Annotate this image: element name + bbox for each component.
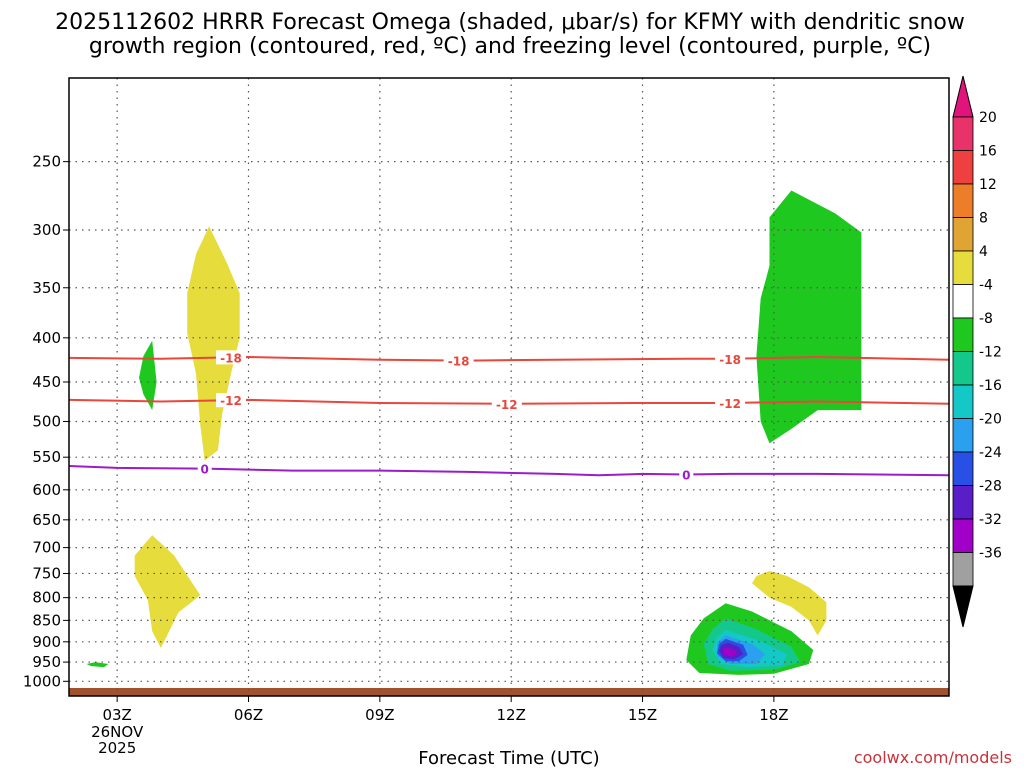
x-tick-sublabel-03Z-1: 2025 xyxy=(98,739,136,757)
y-tick-label-1000: 1000 xyxy=(23,672,61,690)
omega-shaded-region-1 xyxy=(134,535,201,648)
omega-shaded-region-4 xyxy=(86,662,109,668)
contour-label-0-0: 0 xyxy=(201,463,209,477)
y-tick-label-500: 500 xyxy=(32,412,61,430)
chart-title-line1: 2025112602 HRRR Forecast Omega (shaded, … xyxy=(55,10,965,35)
y-tick-label-350: 350 xyxy=(32,279,61,297)
surface-ground-band xyxy=(69,687,949,696)
x-tick-label-06Z: 06Z xyxy=(234,706,263,724)
omega-shaded-region-0 xyxy=(187,226,240,461)
contour-label-bg-0-1 xyxy=(679,467,694,482)
colorbar-segment-3 xyxy=(952,217,974,252)
colorbar-segment-9 xyxy=(952,418,974,453)
colorbar-level-label-12: -32 xyxy=(979,512,1002,528)
contour-label-0-1: 0 xyxy=(682,469,690,483)
colorbar-level-label-5: -4 xyxy=(979,278,993,294)
contour-label--18-1: -18 xyxy=(448,354,470,368)
contour-label--12-0: -12 xyxy=(220,394,242,408)
colorbar-segment-7 xyxy=(952,351,974,386)
chart-title-line2: growth region (contoured, red, ºC) and f… xyxy=(89,34,931,59)
y-tick-label-750: 750 xyxy=(32,564,61,582)
y-tick-label-650: 650 xyxy=(32,511,61,529)
y-tick-label-400: 400 xyxy=(32,329,61,347)
colorbar-segment-12 xyxy=(952,518,974,553)
colorbar-level-label-2: 12 xyxy=(979,177,997,193)
colorbar-level-label-10: -24 xyxy=(979,445,1002,461)
colorbar-segment-11 xyxy=(952,485,974,520)
credit-text: coolwx.com/models xyxy=(854,748,1012,767)
colorbar-level-label-6: -8 xyxy=(979,311,993,327)
x-tick-label-12Z: 12Z xyxy=(497,706,526,724)
colorbar-segment-0 xyxy=(952,116,974,151)
colorbar-segment-4 xyxy=(952,250,974,285)
colorbar-segment-2 xyxy=(952,183,974,218)
colorbar-level-label-8: -16 xyxy=(979,378,1002,394)
omega-shaded-region-3 xyxy=(139,340,157,411)
plot-frame xyxy=(68,77,950,697)
colorbar-segment-5 xyxy=(952,284,974,319)
omega-shaded-region-12 xyxy=(723,647,737,657)
y-tick-label-850: 850 xyxy=(32,611,61,629)
colorbar-level-label-9: -20 xyxy=(979,412,1002,428)
y-tick-label-550: 550 xyxy=(32,448,61,466)
colorbar-top-arrow xyxy=(952,75,974,118)
omega-shaded-region-5 xyxy=(756,190,862,444)
x-tick-sublabel-03Z-0: 26NOV xyxy=(91,723,144,741)
colorbar-segment-10 xyxy=(952,451,974,486)
y-tick-label-800: 800 xyxy=(32,589,61,607)
contour-label-bg--18-2 xyxy=(715,351,746,366)
y-tick-label-250: 250 xyxy=(32,153,61,171)
colorbar-level-label-1: 16 xyxy=(979,144,997,160)
contour-label--18-0: -18 xyxy=(220,351,242,365)
y-tick-label-300: 300 xyxy=(32,221,61,239)
contour-label--12-2: -12 xyxy=(719,397,741,411)
x-tick-label-18Z: 18Z xyxy=(759,706,788,724)
y-tick-label-900: 900 xyxy=(32,633,61,651)
contour-label-bg--12-1 xyxy=(491,396,522,411)
colorbar-level-label-3: 8 xyxy=(979,211,988,227)
colorbar-level-label-13: -36 xyxy=(979,546,1002,562)
colorbar: 20 16 12 8 4 -4 -8 -12 -16 -20 -24 -28 -32 -36 xyxy=(952,75,1002,628)
colorbar-bottom-arrow xyxy=(952,585,974,628)
colorbar-segment-8 xyxy=(952,384,974,419)
plot-inner: -18 -18 -18 -12 -12 -12 0 0 xyxy=(69,78,949,696)
colorbar-level-label-7: -12 xyxy=(979,345,1002,361)
colorbar-segment-1 xyxy=(952,150,974,185)
y-tick-label-700: 700 xyxy=(32,539,61,557)
x-tick-label-09Z: 09Z xyxy=(365,706,394,724)
contour-label-bg--18-0 xyxy=(215,350,246,365)
colorbar-level-label-0: 20 xyxy=(979,110,997,126)
colorbar-segment-13 xyxy=(952,552,974,587)
colorbar-level-label-4: 4 xyxy=(979,244,988,260)
contour-label--18-2: -18 xyxy=(719,353,741,367)
colorbar-level-label-11: -28 xyxy=(979,479,1002,495)
y-tick-label-950: 950 xyxy=(32,653,61,671)
contour-label-bg--18-1 xyxy=(443,353,474,368)
plot-area: -18 -18 -18 -12 -12 -12 0 0 250 300 350 400 450 500 55… xyxy=(23,77,950,757)
contour-line--18 xyxy=(69,355,949,362)
y-tick-label-450: 450 xyxy=(32,373,61,391)
y-tick-label-600: 600 xyxy=(32,481,61,499)
contour-label--12-1: -12 xyxy=(496,398,518,412)
contour-label-bg--12-0 xyxy=(215,393,246,408)
x-axis-label: Forecast Time (UTC) xyxy=(418,748,599,768)
omega-shaded-region-2 xyxy=(752,571,827,636)
x-tick-label-15Z: 15Z xyxy=(628,706,657,724)
contour-label-bg-0-0 xyxy=(197,461,212,476)
colorbar-segment-6 xyxy=(952,317,974,352)
x-tick-label-03Z: 03Z xyxy=(102,706,131,724)
contour-label-bg--12-2 xyxy=(715,396,746,411)
